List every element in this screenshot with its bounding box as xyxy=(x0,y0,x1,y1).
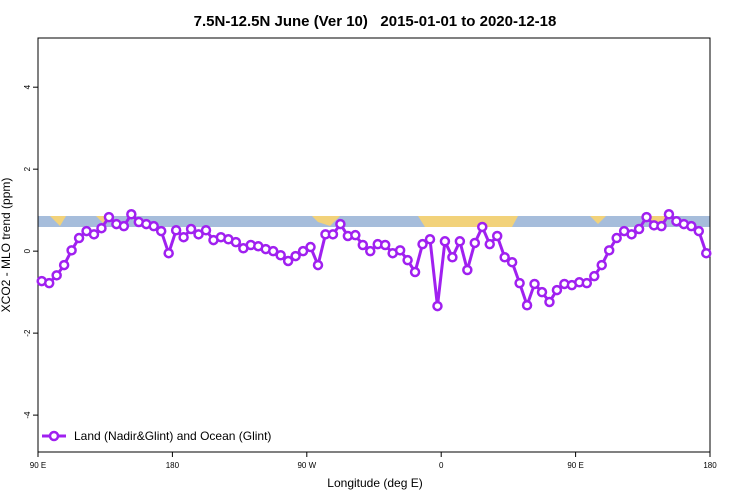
data-point xyxy=(163,247,174,259)
data-point xyxy=(73,232,85,244)
data-point xyxy=(200,224,212,236)
data-point xyxy=(506,256,518,268)
chart-title: 7.5N-12.5N June (Ver 10) 2015-01-01 to 2… xyxy=(194,13,557,30)
data-point xyxy=(656,220,667,232)
x-axis-label: Longitude (deg E) xyxy=(327,476,422,490)
data-point xyxy=(118,220,130,232)
data-point xyxy=(51,270,62,281)
data-point xyxy=(686,220,697,232)
y-tick-label: 2 xyxy=(23,166,32,171)
x-tick-label: 90 E xyxy=(567,461,583,470)
data-point xyxy=(297,245,309,257)
data-point xyxy=(58,259,70,271)
data-point xyxy=(596,259,607,271)
data-point xyxy=(521,300,533,311)
data-point xyxy=(178,231,189,243)
data-point xyxy=(544,296,555,308)
data-point xyxy=(155,225,167,237)
data-point xyxy=(103,211,115,223)
data-point xyxy=(417,238,428,250)
land-patches xyxy=(50,216,672,227)
y-tick-label: 4 xyxy=(23,84,32,89)
legend: Land (Nadir&Glint) and Ocean (Glint) xyxy=(42,429,271,443)
data-point xyxy=(447,252,458,263)
data-point xyxy=(402,254,413,266)
legend-label: Land (Nadir&Glint) and Ocean (Glint) xyxy=(74,429,271,443)
x-tick-label: 90 E xyxy=(30,461,46,470)
data-point xyxy=(499,252,510,263)
data-point xyxy=(603,245,615,256)
data-point xyxy=(275,249,286,261)
data-point xyxy=(305,241,316,253)
data-point xyxy=(514,277,525,289)
data-line xyxy=(41,212,708,308)
ocean-band xyxy=(38,216,710,227)
y-tick-label: -4 xyxy=(23,411,32,419)
x-tick-label: 90 W xyxy=(297,461,316,470)
data-point xyxy=(379,239,391,251)
data-point xyxy=(701,247,712,259)
x-tick-label: 180 xyxy=(166,461,180,470)
data-point xyxy=(126,209,137,220)
data-point xyxy=(454,236,466,247)
data-point xyxy=(536,286,548,298)
data-point xyxy=(439,236,451,247)
data-point xyxy=(491,230,503,242)
data-point xyxy=(66,245,77,256)
data-point xyxy=(148,220,159,232)
data-point xyxy=(193,229,204,240)
data-point xyxy=(350,229,361,241)
data-point xyxy=(43,277,55,289)
data-point xyxy=(641,211,652,223)
y-axis-label: XCO2 - MLO trend (ppm) xyxy=(0,178,13,313)
data-point xyxy=(633,223,645,235)
data-point xyxy=(185,223,197,235)
data-point xyxy=(462,264,473,276)
data-point xyxy=(357,239,369,251)
data-point xyxy=(409,266,421,278)
x-tick-label: 180 xyxy=(703,461,717,470)
data-point xyxy=(626,229,637,240)
data-point xyxy=(693,225,705,237)
data-point xyxy=(365,245,376,257)
data-point xyxy=(529,278,540,290)
y-tick-label: -2 xyxy=(23,329,32,337)
data-point xyxy=(230,236,242,248)
data-point xyxy=(170,224,182,236)
data-point xyxy=(394,245,406,256)
data-point xyxy=(551,284,563,296)
data-point xyxy=(432,300,443,312)
x-tick-label: 0 xyxy=(439,461,444,470)
data-point xyxy=(96,222,107,234)
plot-frame xyxy=(37,37,711,453)
data-point xyxy=(469,237,481,249)
data-point xyxy=(477,221,488,233)
legend-marker xyxy=(48,430,60,442)
map-strip xyxy=(38,216,710,227)
data-point xyxy=(424,234,436,245)
data-point xyxy=(611,232,622,244)
data-point xyxy=(282,255,294,267)
y-tick-label: 0 xyxy=(23,248,32,253)
data-point xyxy=(327,229,339,240)
data-point xyxy=(335,218,346,230)
data-point xyxy=(484,238,495,250)
data-point xyxy=(581,277,593,289)
data-point xyxy=(663,209,675,220)
data-point xyxy=(88,229,100,240)
data-point xyxy=(290,250,301,262)
data-point xyxy=(589,270,600,282)
data-point xyxy=(267,245,279,257)
data-point xyxy=(312,259,324,271)
